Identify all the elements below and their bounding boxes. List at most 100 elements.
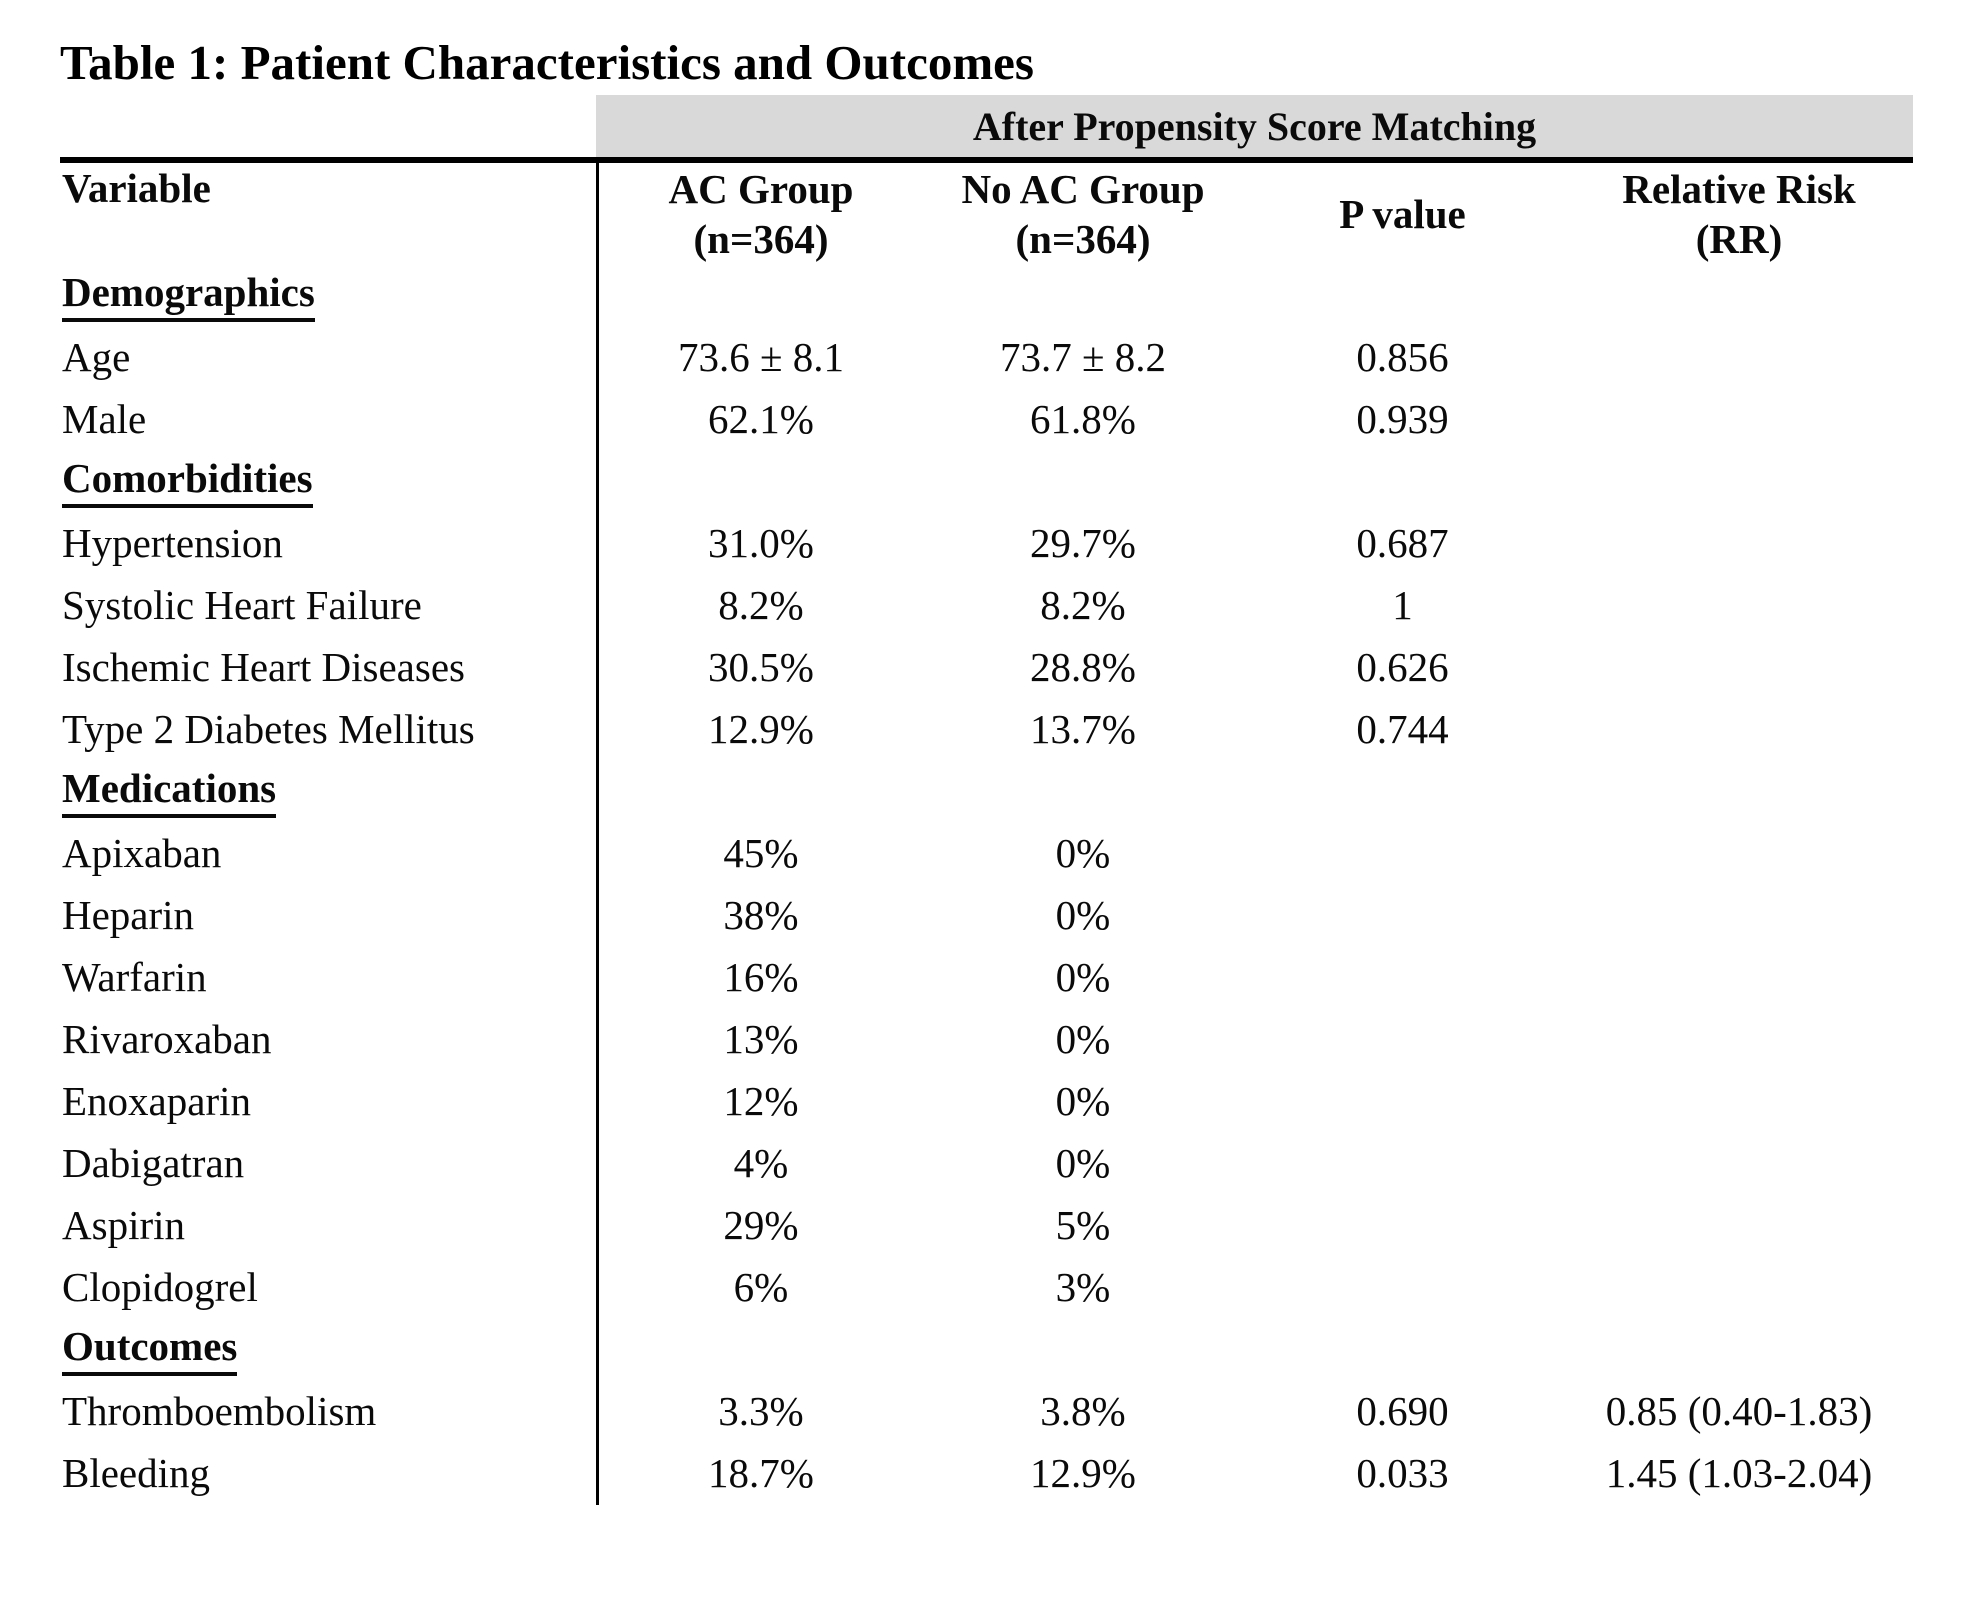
- section-medications: Medications: [60, 761, 596, 823]
- row-type-2-diabetes-mellitus-noac: 13.7%: [1030, 706, 1136, 753]
- row-enoxaparin-ac: 12%: [723, 1078, 799, 1125]
- col-header-no-ac-group: No AC Group (n=364): [926, 163, 1240, 265]
- propensity-band: After Propensity Score Matching: [596, 95, 1913, 157]
- row-hypertension-label: Hypertension: [62, 520, 283, 567]
- row-ischemic-heart-diseases-ac: 30.5%: [708, 644, 814, 691]
- row-clopidogrel-p: [1240, 1257, 1565, 1319]
- col-header-variable: Variable: [60, 163, 596, 265]
- row-ischemic-heart-diseases-p: 0.626: [1356, 644, 1449, 691]
- row-heparin-p: [1240, 885, 1565, 947]
- section-demographics-ac-empty: [596, 265, 926, 327]
- row-age-rr: [1565, 327, 1913, 389]
- col-header-no-ac-group-line2: (n=364): [1015, 216, 1151, 262]
- section-demographics: Demographics: [60, 265, 596, 327]
- row-systolic-heart-failure-noac: 8.2%: [1040, 582, 1126, 629]
- row-thromboembolism-p: 0.690: [1356, 1388, 1449, 1435]
- row-hypertension-rr: [1565, 513, 1913, 575]
- row-male-noac: 61.8%: [1030, 396, 1136, 443]
- section-outcomes: Outcomes: [60, 1319, 596, 1381]
- col-header-ac-group: AC Group (n=364): [596, 163, 926, 265]
- col-header-variable-label: Variable: [62, 165, 211, 211]
- row-systolic-heart-failure-ac: 8.2%: [718, 582, 804, 629]
- section-comorbidities: Comorbidities: [60, 451, 596, 513]
- section-outcomes-noac-empty: [926, 1319, 1240, 1381]
- col-header-p-value-label: P value: [1339, 190, 1466, 237]
- row-enoxaparin-label: Enoxaparin: [62, 1078, 251, 1125]
- section-comorbidities-ac-empty: [596, 451, 926, 513]
- section-demographics-label: Demographics: [62, 270, 315, 322]
- section-outcomes-rr-empty: [1565, 1319, 1913, 1381]
- section-comorbidities-rr-empty: [1565, 451, 1913, 513]
- row-dabigatran-label: Dabigatran: [62, 1140, 245, 1187]
- row-type-2-diabetes-mellitus-p: 0.744: [1356, 706, 1449, 753]
- section-medications-label: Medications: [62, 766, 277, 818]
- section-medications-ac-empty: [596, 761, 926, 823]
- row-bleeding-noac: 12.9%: [1030, 1450, 1136, 1497]
- row-warfarin-p: [1240, 947, 1565, 1009]
- row-rivaroxaban-label: Rivaroxaban: [62, 1016, 272, 1063]
- row-dabigatran-noac: 0%: [1055, 1140, 1111, 1187]
- row-aspirin-noac: 5%: [1055, 1202, 1111, 1249]
- row-age-ac: 73.6 ± 8.1: [677, 334, 844, 381]
- section-outcomes-p-empty: [1240, 1319, 1565, 1381]
- row-rivaroxaban-noac: 0%: [1055, 1016, 1111, 1063]
- col-header-ac-group-line1: AC Group: [668, 165, 854, 212]
- row-enoxaparin-rr: [1565, 1071, 1913, 1133]
- row-apixaban-p: [1240, 823, 1565, 885]
- section-medications-p-empty: [1240, 761, 1565, 823]
- col-header-no-ac-group-line1: No AC Group: [961, 165, 1205, 212]
- row-apixaban-rr: [1565, 823, 1913, 885]
- section-outcomes-ac-empty: [596, 1319, 926, 1381]
- row-systolic-heart-failure-p: 1: [1392, 582, 1413, 629]
- propensity-band-label: After Propensity Score Matching: [972, 103, 1537, 149]
- row-ischemic-heart-diseases-rr: [1565, 637, 1913, 699]
- row-thromboembolism-rr: 0.85 (0.40-1.83): [1605, 1388, 1873, 1435]
- row-apixaban-ac: 45%: [723, 830, 799, 877]
- row-bleeding-p: 0.033: [1356, 1450, 1449, 1497]
- row-clopidogrel-label: Clopidogrel: [62, 1264, 258, 1311]
- row-apixaban-noac: 0%: [1055, 830, 1111, 877]
- row-age-noac: 73.7 ± 8.2: [999, 334, 1166, 381]
- row-ischemic-heart-diseases-label: Ischemic Heart Diseases: [62, 644, 465, 691]
- row-heparin-rr: [1565, 885, 1913, 947]
- column-divider-line: [596, 163, 599, 1505]
- row-clopidogrel-ac: 6%: [733, 1264, 789, 1311]
- row-heparin-label: Heparin: [62, 892, 195, 939]
- table-title: Table 1: Patient Characteristics and Out…: [60, 35, 1034, 90]
- row-bleeding-ac: 18.7%: [708, 1450, 814, 1497]
- row-dabigatran-ac: 4%: [733, 1140, 789, 1187]
- col-header-p-value: P value: [1240, 163, 1565, 265]
- section-medications-noac-empty: [926, 761, 1240, 823]
- section-outcomes-label: Outcomes: [62, 1324, 238, 1376]
- row-dabigatran-p: [1240, 1133, 1565, 1195]
- section-medications-rr-empty: [1565, 761, 1913, 823]
- col-header-ac-group-line2: (n=364): [693, 216, 829, 262]
- row-hypertension-p: 0.687: [1356, 520, 1449, 567]
- section-demographics-p-empty: [1240, 265, 1565, 327]
- row-clopidogrel-noac: 3%: [1055, 1264, 1111, 1311]
- row-thromboembolism-ac: 3.3%: [718, 1388, 804, 1435]
- row-enoxaparin-p: [1240, 1071, 1565, 1133]
- row-systolic-heart-failure-label: Systolic Heart Failure: [62, 582, 422, 629]
- row-male-ac: 62.1%: [708, 396, 814, 443]
- row-bleeding-label: Bleeding: [62, 1450, 211, 1497]
- section-comorbidities-p-empty: [1240, 451, 1565, 513]
- row-male-label: Male: [62, 396, 147, 443]
- section-demographics-rr-empty: [1565, 265, 1913, 327]
- row-enoxaparin-noac: 0%: [1055, 1078, 1111, 1125]
- section-comorbidities-label: Comorbidities: [62, 456, 313, 508]
- row-warfarin-noac: 0%: [1055, 954, 1111, 1001]
- row-apixaban-label: Apixaban: [62, 830, 222, 877]
- row-systolic-heart-failure-rr: [1565, 575, 1913, 637]
- col-header-relative-risk-line1: Relative Risk: [1622, 165, 1856, 212]
- row-hypertension-ac: 31.0%: [708, 520, 814, 567]
- row-warfarin-rr: [1565, 947, 1913, 1009]
- section-demographics-noac-empty: [926, 265, 1240, 327]
- section-comorbidities-noac-empty: [926, 451, 1240, 513]
- row-bleeding-rr: 1.45 (1.03-2.04): [1605, 1450, 1873, 1497]
- row-age-p: 0.856: [1356, 334, 1449, 381]
- row-male-rr: [1565, 389, 1913, 451]
- row-dabigatran-rr: [1565, 1133, 1913, 1195]
- row-hypertension-noac: 29.7%: [1030, 520, 1136, 567]
